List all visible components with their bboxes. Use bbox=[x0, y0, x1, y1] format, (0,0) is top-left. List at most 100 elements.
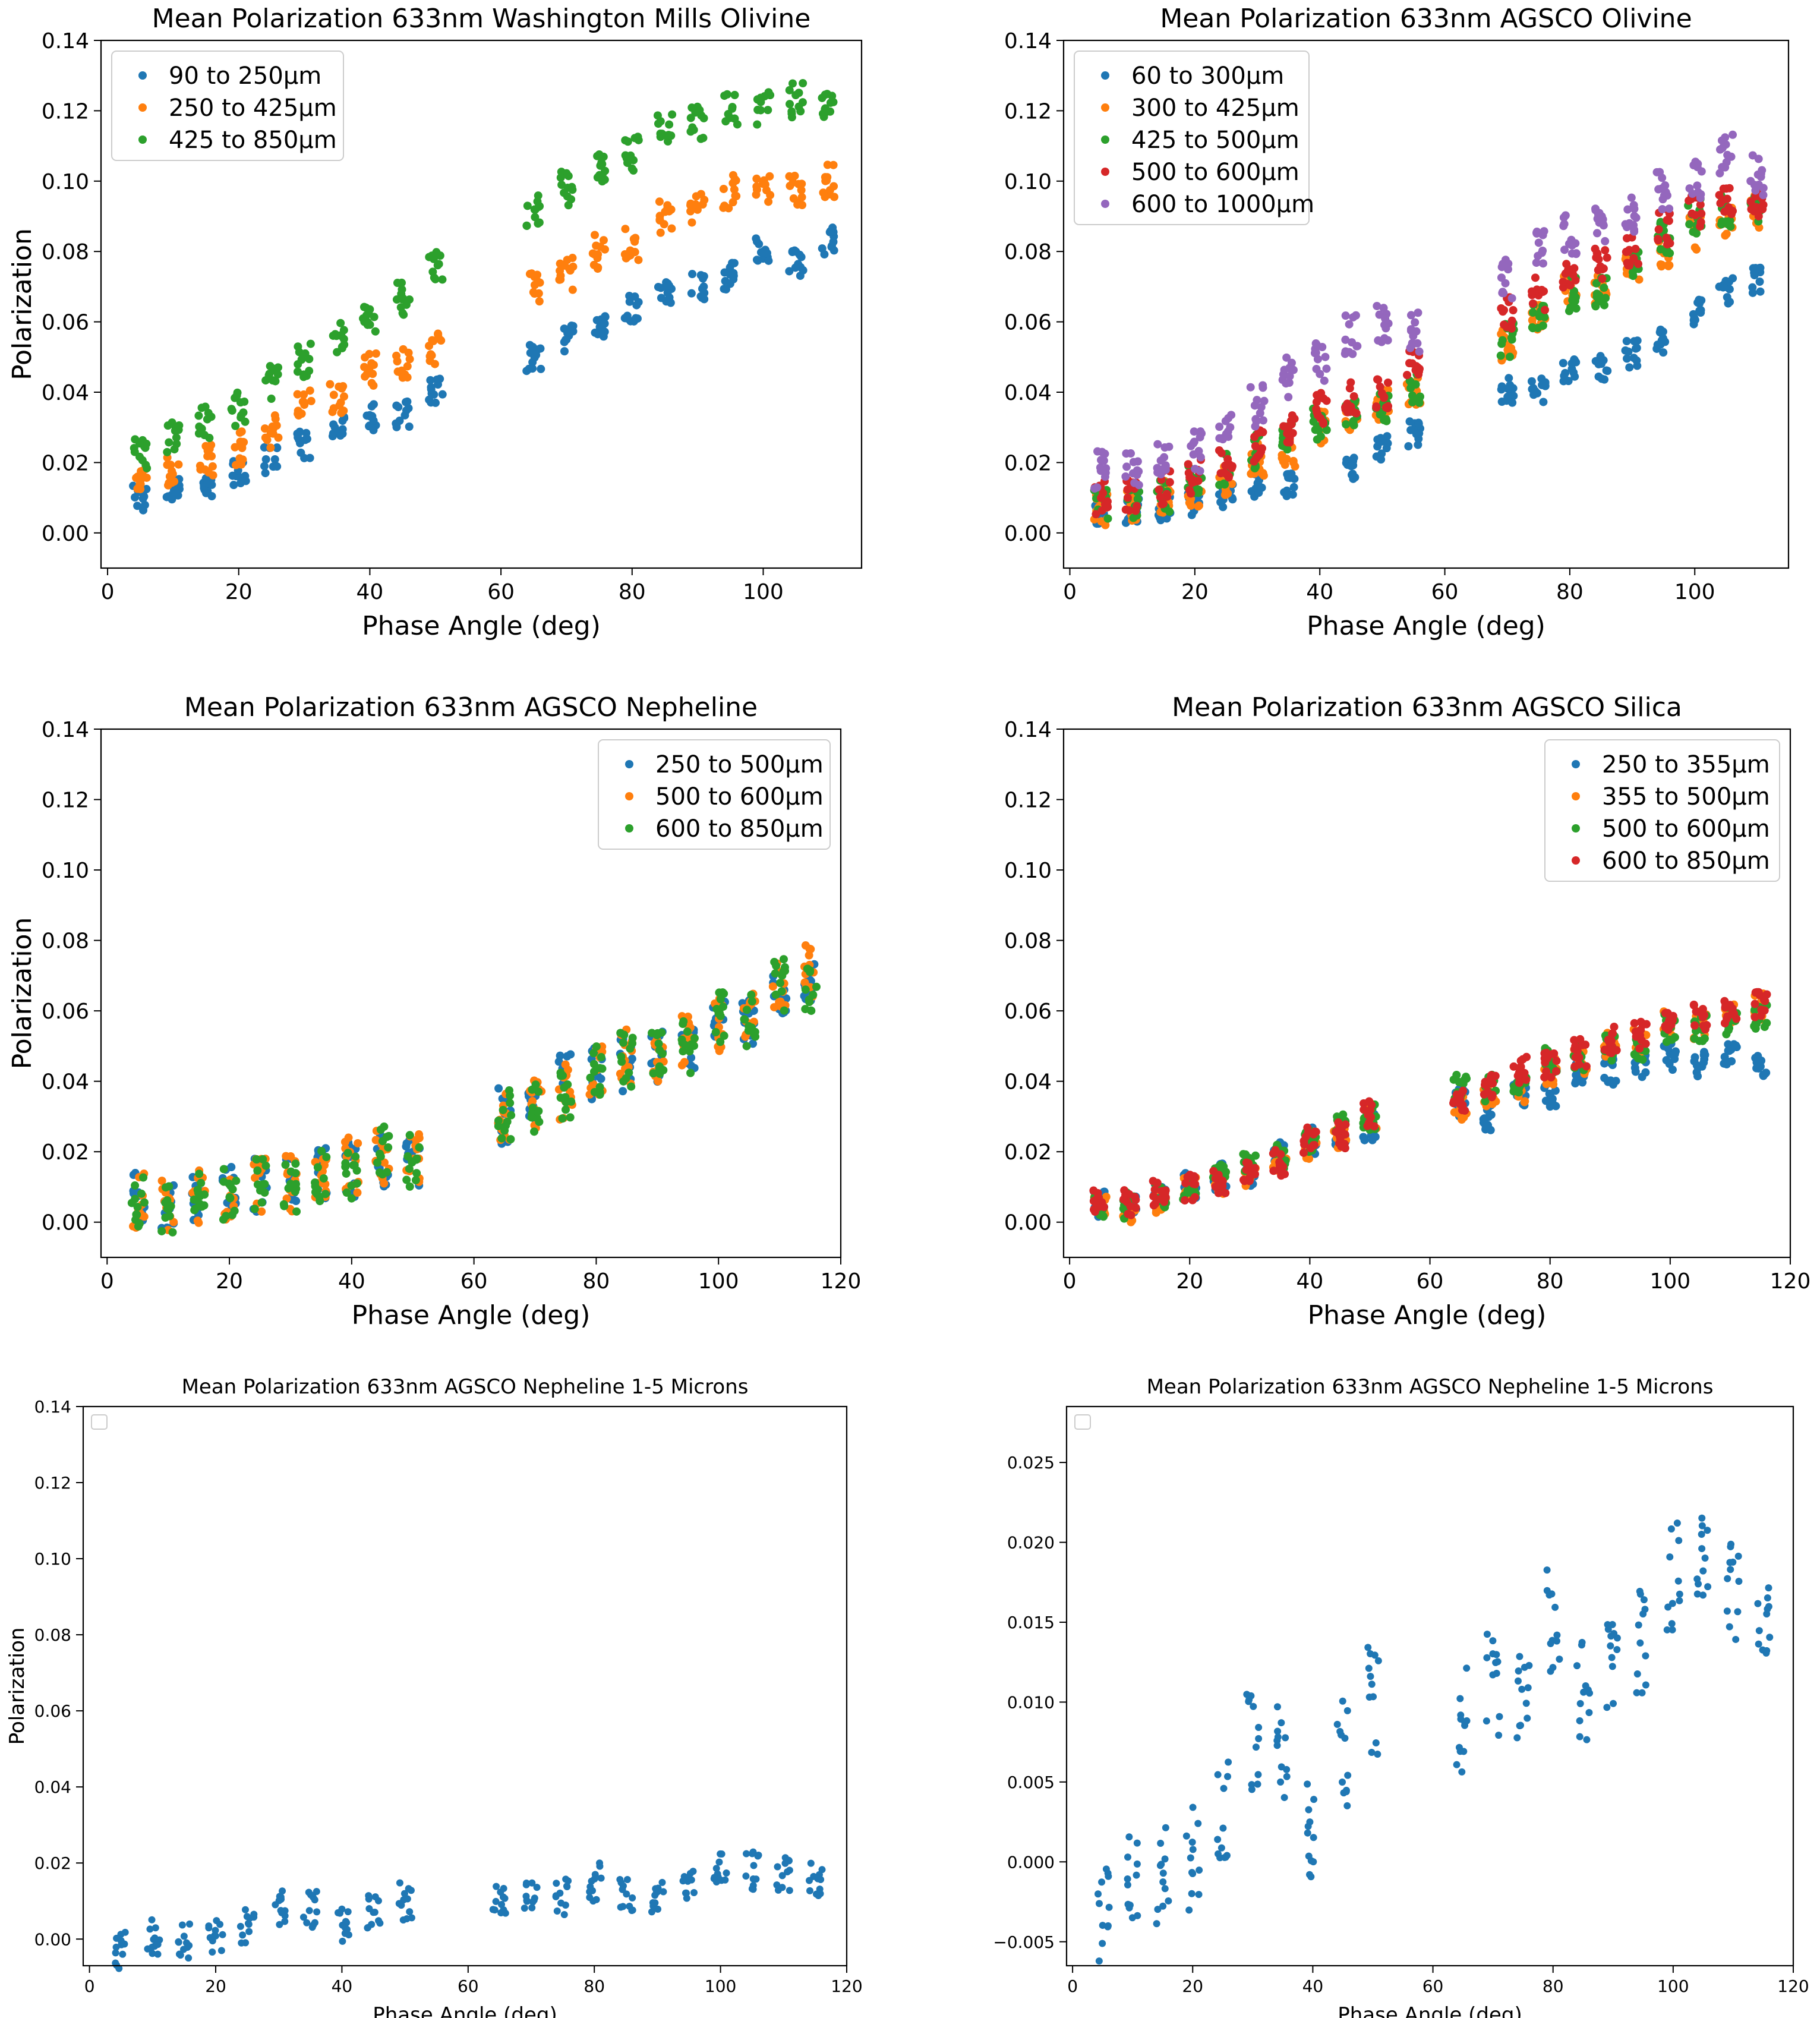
data-point bbox=[764, 106, 772, 115]
data-point bbox=[1690, 314, 1699, 323]
data-point bbox=[747, 991, 756, 999]
data-point bbox=[1481, 1122, 1490, 1131]
data-point bbox=[1752, 203, 1761, 212]
data-point bbox=[402, 398, 411, 406]
data-point bbox=[1657, 262, 1666, 271]
data-point bbox=[728, 198, 737, 207]
data-point bbox=[1630, 212, 1639, 220]
data-point bbox=[405, 1131, 414, 1140]
y-tick-label: 0.06 bbox=[1004, 311, 1052, 335]
data-point bbox=[1570, 1045, 1579, 1054]
data-point bbox=[1543, 1566, 1551, 1574]
data-point bbox=[592, 241, 601, 250]
data-point bbox=[204, 408, 213, 417]
data-point bbox=[1373, 301, 1381, 310]
data-point bbox=[762, 248, 771, 257]
data-point bbox=[764, 256, 773, 265]
data-point bbox=[729, 269, 738, 278]
legend-label: 355 to 500µm bbox=[1602, 783, 1770, 811]
legend-marker bbox=[1572, 856, 1580, 865]
data-point bbox=[1405, 359, 1414, 368]
data-point bbox=[621, 136, 630, 145]
data-point bbox=[801, 1005, 810, 1014]
data-point bbox=[1103, 503, 1112, 512]
data-point bbox=[1099, 1212, 1108, 1221]
data-point bbox=[764, 197, 773, 206]
data-point bbox=[1532, 258, 1541, 267]
data-point bbox=[1528, 299, 1537, 308]
data-point bbox=[498, 1900, 506, 1908]
data-point bbox=[369, 416, 378, 425]
data-point bbox=[1489, 1637, 1497, 1645]
data-point bbox=[1496, 351, 1505, 360]
data-point bbox=[1534, 238, 1543, 247]
x-tick-label: 60 bbox=[458, 1976, 479, 1996]
data-point bbox=[1363, 1121, 1372, 1130]
legend-frame bbox=[1074, 51, 1310, 225]
data-point bbox=[1528, 316, 1537, 325]
data-point bbox=[1282, 379, 1291, 388]
data-point bbox=[1603, 1704, 1611, 1711]
data-point bbox=[1415, 347, 1424, 356]
data-point bbox=[1693, 181, 1702, 190]
data-point bbox=[535, 218, 544, 227]
data-point bbox=[427, 385, 436, 394]
data-point bbox=[1348, 349, 1357, 358]
data-point bbox=[1699, 1048, 1708, 1057]
data-point bbox=[1156, 493, 1165, 502]
data-point bbox=[1751, 1024, 1760, 1033]
data-point bbox=[1379, 304, 1388, 313]
data-point bbox=[1685, 184, 1694, 193]
data-point bbox=[340, 1137, 349, 1146]
data-point bbox=[380, 1179, 389, 1188]
legend: 250 to 355µm 355 to 500µm 500 to 600µm 600 … bbox=[1544, 739, 1780, 882]
x-tick-label: 120 bbox=[821, 1269, 862, 1294]
chart-title: Mean Polarization 633nm AGSCO Nepheline … bbox=[1147, 1375, 1714, 1399]
data-point bbox=[1122, 462, 1131, 471]
data-point bbox=[135, 1219, 144, 1228]
series-1 bbox=[112, 1848, 826, 1972]
x-axis-label: Phase Angle (deg) bbox=[1307, 611, 1545, 641]
data-point bbox=[432, 248, 441, 257]
data-point bbox=[692, 192, 701, 201]
y-tick-label: 0.04 bbox=[1004, 381, 1052, 405]
data-point bbox=[1624, 347, 1633, 356]
data-point bbox=[1285, 438, 1294, 447]
data-point bbox=[1756, 172, 1765, 181]
data-point bbox=[1754, 1600, 1762, 1607]
data-point bbox=[1547, 1667, 1554, 1675]
data-point bbox=[194, 1188, 203, 1197]
data-point bbox=[1131, 1193, 1140, 1202]
data-point bbox=[1374, 336, 1383, 345]
data-point bbox=[203, 487, 212, 496]
data-point bbox=[1727, 152, 1736, 161]
data-point bbox=[1349, 453, 1358, 462]
data-point bbox=[619, 1885, 626, 1893]
data-point bbox=[266, 443, 275, 452]
series-1 bbox=[129, 223, 838, 515]
y-tick-label: −0.005 bbox=[993, 1932, 1055, 1952]
data-point bbox=[1764, 1605, 1771, 1613]
legend-label: 500 to 600µm bbox=[1131, 159, 1299, 186]
data-point bbox=[1664, 216, 1673, 225]
data-point bbox=[553, 1880, 560, 1887]
data-point bbox=[1097, 517, 1106, 526]
data-point bbox=[161, 1213, 170, 1222]
data-point bbox=[121, 1928, 129, 1936]
data-point bbox=[398, 278, 406, 287]
data-point bbox=[219, 1177, 228, 1186]
legend-marker bbox=[1572, 824, 1580, 833]
data-point bbox=[117, 1937, 125, 1944]
data-point bbox=[523, 201, 532, 210]
data-point bbox=[1757, 1005, 1766, 1014]
legend-label: 250 to 500µm bbox=[655, 751, 824, 778]
data-point bbox=[1221, 1853, 1229, 1861]
data-point bbox=[721, 117, 730, 126]
data-point bbox=[716, 1038, 725, 1046]
data-point bbox=[594, 263, 603, 272]
data-point bbox=[130, 447, 139, 456]
data-point bbox=[172, 433, 181, 442]
data-point bbox=[771, 990, 780, 999]
data-point bbox=[213, 1917, 220, 1925]
data-point bbox=[392, 351, 401, 360]
